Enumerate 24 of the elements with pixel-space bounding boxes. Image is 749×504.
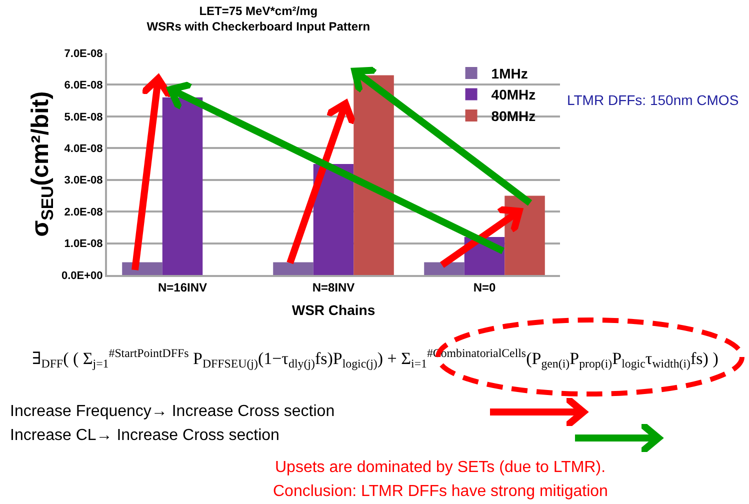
text: LTMR DFFs: 150nm CMOS (567, 92, 739, 108)
x-axis-title: WSR Chains (292, 302, 376, 318)
text: Conclusion: LTMR DFFs have strong mitigation (273, 483, 608, 500)
chart-subtitle: WSRs with Checkerboard Input Pattern (146, 20, 370, 34)
text: Increase Frequency→ Increase Cross section (10, 403, 335, 420)
x-tick-label: N=16INV (158, 280, 208, 294)
x-tick-label: N=0 (473, 280, 496, 294)
bar (424, 262, 464, 275)
y-tick-label: 3.0E-08 (64, 174, 103, 187)
bar (273, 262, 314, 275)
text: Increase CL→ Increase Cross section (10, 427, 280, 444)
y-tick-label: 2.0E-08 (64, 206, 103, 218)
legend-label: 40MHz (491, 86, 536, 103)
y-tick-label: 7.0E-08 (64, 48, 103, 60)
legend-label: 1MHz (491, 66, 528, 82)
y-tick-label: 4.0E-08 (64, 142, 103, 155)
y-tick-label: 5.0E-08 (64, 111, 103, 124)
y-tick-label: 1.0E-08 (64, 238, 103, 250)
legend-label: 80MHz (491, 108, 536, 124)
y-tick-label: 0.0E+00 (62, 270, 103, 282)
text: Upsets are dominated by SETs (due to LTMR). (275, 459, 606, 476)
chart-title: LET=75 MeV*cm²/mg (199, 4, 318, 18)
x-tick-label: N=8INV (312, 280, 355, 294)
y-tick-label: 6.0E-08 (64, 80, 103, 92)
